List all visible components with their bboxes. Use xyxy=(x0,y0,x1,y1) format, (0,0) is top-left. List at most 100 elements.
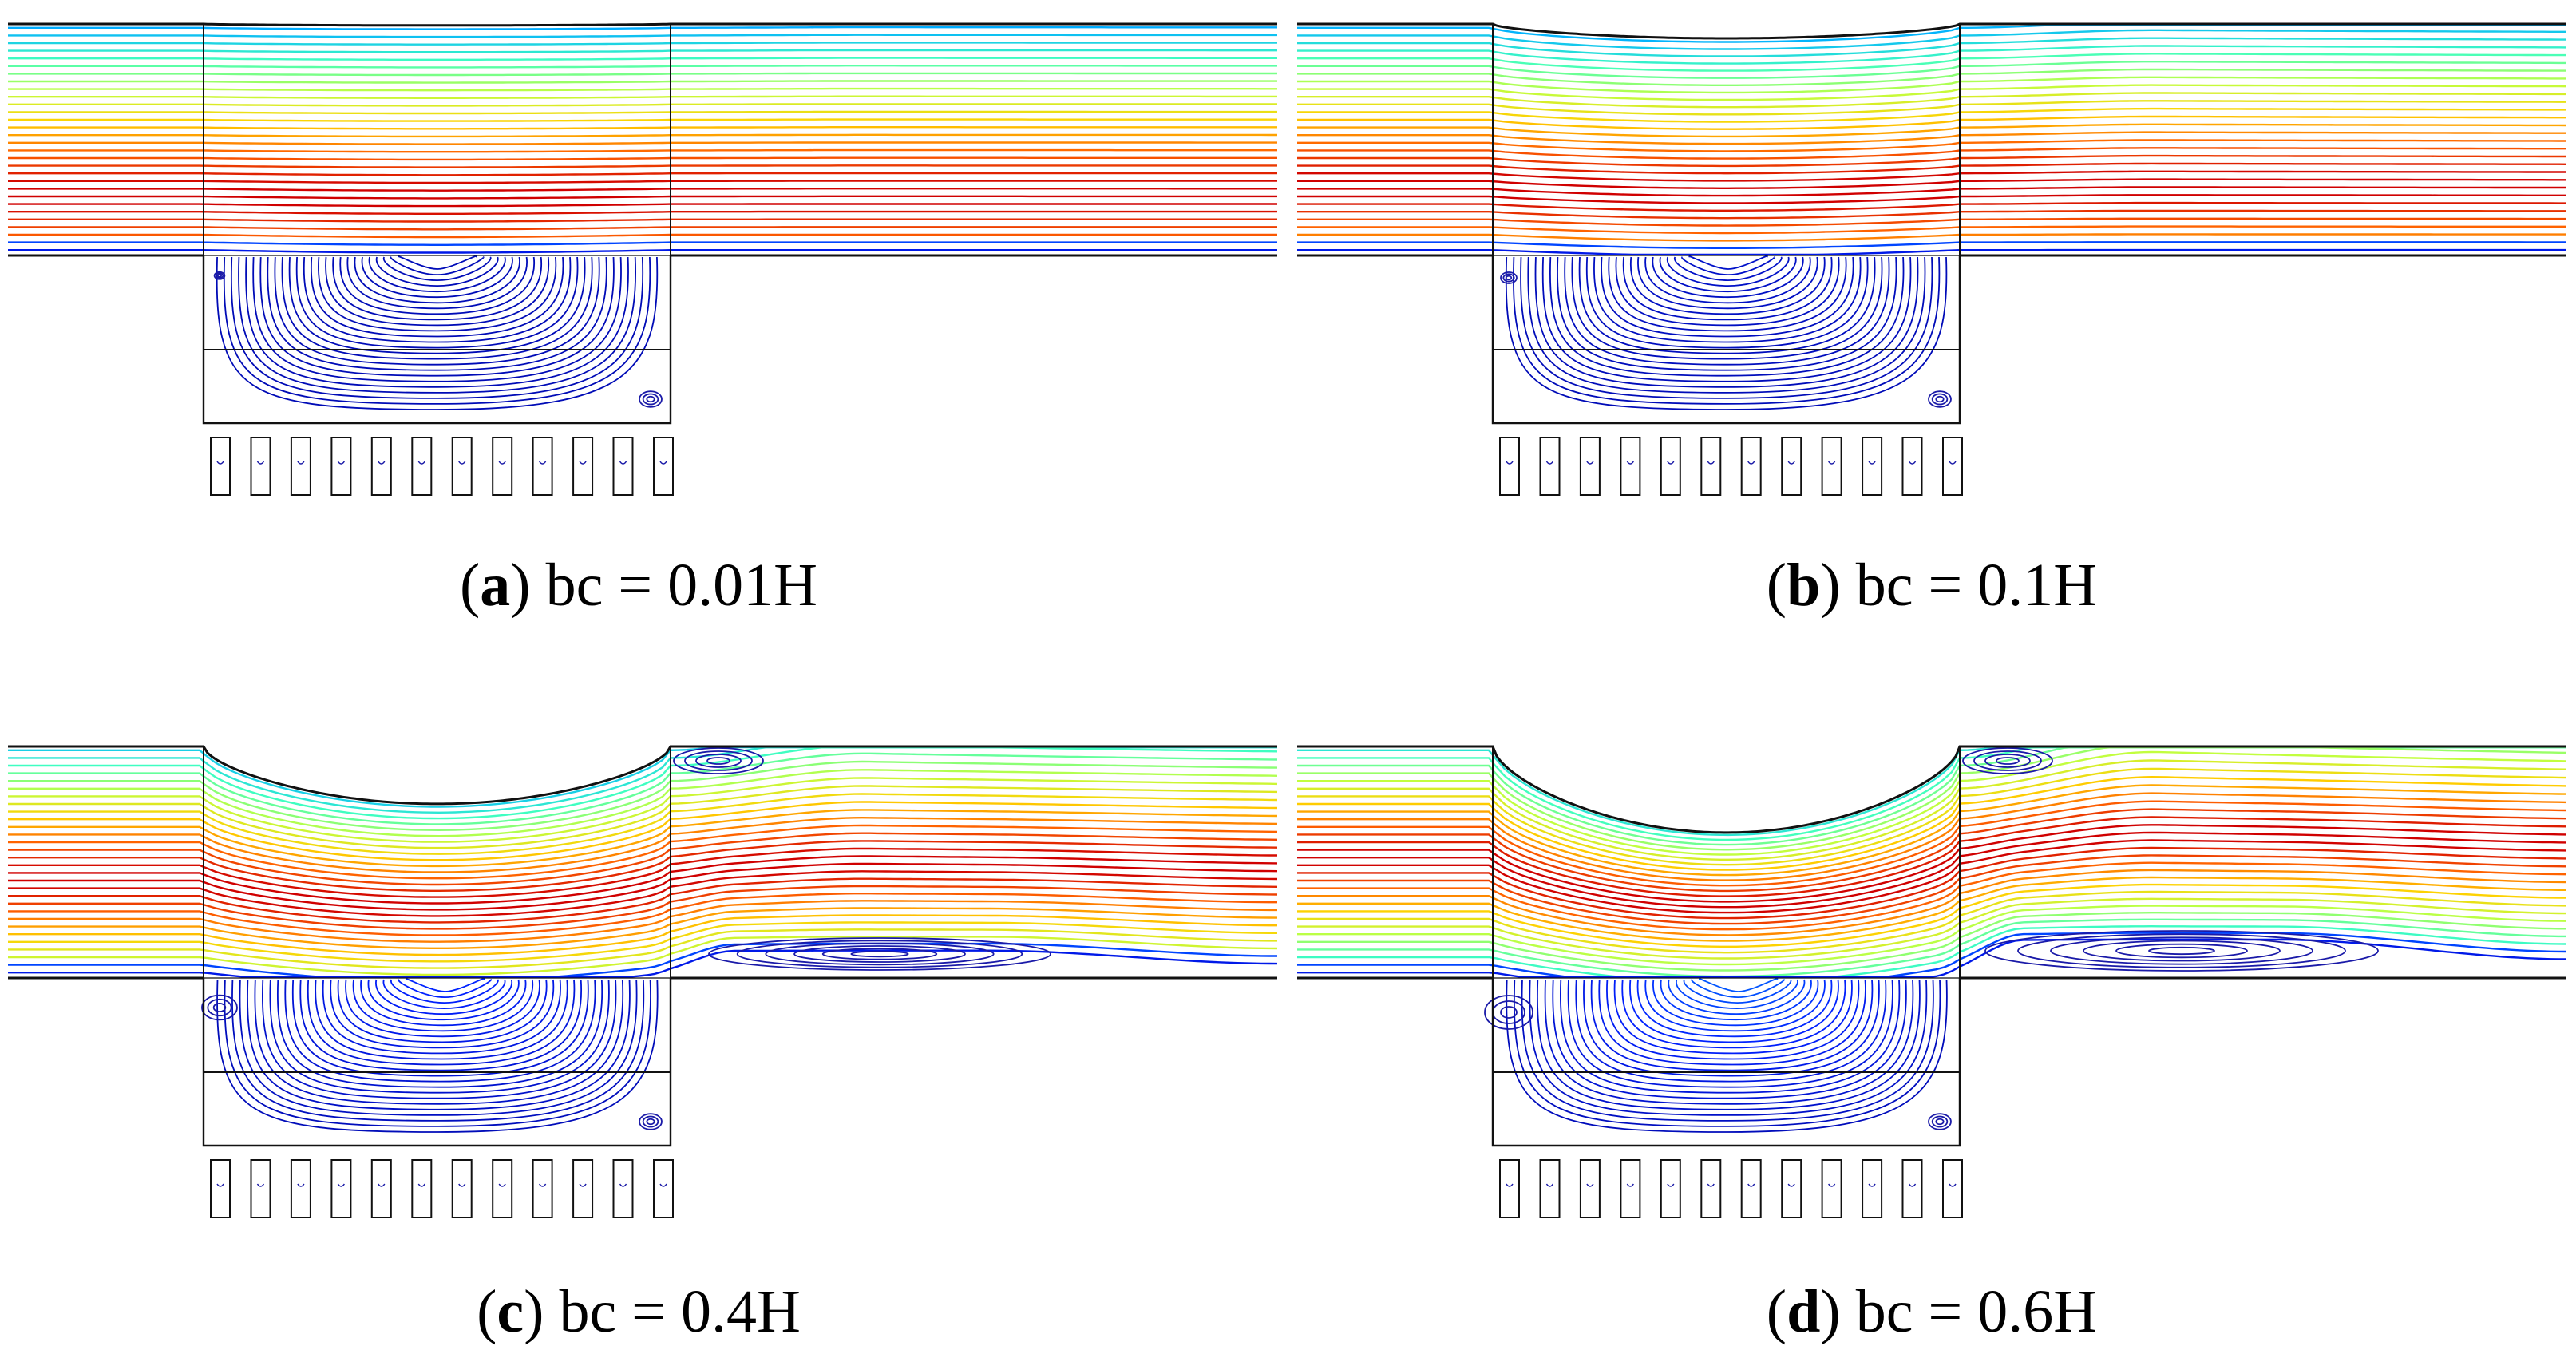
fin-streamline xyxy=(337,1183,345,1187)
cavity-streamline xyxy=(360,979,527,1027)
cavity-streamline xyxy=(406,978,485,992)
wake-loop xyxy=(2083,940,2281,962)
streamline xyxy=(1297,29,2566,50)
fin-streamline xyxy=(1747,461,1755,465)
streamline xyxy=(1297,808,2567,893)
streamline xyxy=(1297,45,2567,65)
streamline xyxy=(8,103,1277,107)
cavity-lines xyxy=(1500,255,1952,410)
geometry-outline xyxy=(1297,745,2566,1218)
streamline xyxy=(8,110,1277,115)
streamline xyxy=(1297,846,2567,920)
cavity-streamline xyxy=(1606,979,1860,1060)
fin-streamline xyxy=(1545,461,1554,465)
fin xyxy=(1821,1159,1842,1218)
cavity-streamline xyxy=(1668,979,1806,1015)
fin-streamline xyxy=(417,1183,425,1187)
free-stream-lines xyxy=(8,26,1277,254)
free-stream-lines xyxy=(1297,23,2567,256)
fin-streamline xyxy=(579,461,587,465)
streamline xyxy=(8,34,1277,38)
streamline xyxy=(1297,831,2567,909)
streamline xyxy=(8,164,1277,168)
fin-streamline xyxy=(1586,1183,1594,1187)
cavity-streamline xyxy=(1688,255,1768,270)
streamline-plot-c xyxy=(8,745,1278,1218)
caption-text: bc = 0.1H xyxy=(1855,552,2098,619)
fin xyxy=(290,437,311,496)
cavity-streamline xyxy=(216,979,659,1133)
streamline xyxy=(1297,854,2567,925)
fin-streamline xyxy=(1787,461,1795,465)
fin-streamline xyxy=(1707,1183,1715,1187)
cavity-streamline xyxy=(330,979,555,1049)
fin-streamline xyxy=(539,461,547,465)
fin-streamline xyxy=(417,461,425,465)
fin xyxy=(1781,437,1802,496)
fin-streamline xyxy=(619,461,627,465)
streamline xyxy=(1297,746,2567,851)
cavity-loop xyxy=(215,272,224,279)
streamline xyxy=(1297,178,2566,189)
cavity-streamline xyxy=(1552,979,1907,1099)
wake-loop xyxy=(2017,933,2346,968)
fin xyxy=(572,437,594,496)
wake-loop xyxy=(2115,943,2248,959)
streamline xyxy=(1297,201,2566,212)
fin xyxy=(1539,1159,1561,1218)
cavity-streamline xyxy=(1608,256,1847,332)
cavity-streamline xyxy=(1636,979,1833,1038)
streamline xyxy=(1297,800,2567,887)
cavity-streamline xyxy=(1699,978,1779,992)
top-wall xyxy=(8,22,1277,27)
streamline xyxy=(1297,92,2566,109)
cavity-box xyxy=(1491,978,1961,1147)
streamline xyxy=(8,148,1277,153)
fin xyxy=(1499,437,1520,496)
top-wall xyxy=(8,745,1277,806)
cavity-streamline xyxy=(303,256,572,343)
fin-streamline xyxy=(216,1183,224,1187)
wake-loop xyxy=(736,940,1023,968)
cavity-streamline xyxy=(1564,256,1890,366)
fin xyxy=(210,437,231,496)
fin-streamline xyxy=(1949,1183,1957,1187)
fin-streamline xyxy=(1747,1183,1755,1187)
cavity-streamline xyxy=(322,979,561,1055)
streamline xyxy=(1297,897,2567,960)
corner-loop xyxy=(695,754,742,768)
cavity-streamline xyxy=(1652,979,1819,1027)
cavity-streamline xyxy=(1601,256,1854,338)
fin xyxy=(492,1159,513,1218)
cavity-streamline xyxy=(315,979,568,1060)
cavity-streamline xyxy=(216,256,659,410)
streamline xyxy=(8,72,1277,77)
cavity-streamline xyxy=(307,979,576,1066)
cavity-streamline xyxy=(1644,256,1811,304)
streamline xyxy=(8,87,1277,92)
fin xyxy=(1499,1159,1520,1218)
fin xyxy=(612,437,634,496)
cavity-streamline xyxy=(352,979,534,1032)
cavity-streamline xyxy=(367,979,520,1021)
cavity-loop xyxy=(1492,1000,1525,1024)
caption-letter: c xyxy=(497,1278,524,1345)
cavity-streamline xyxy=(1659,256,1797,293)
streamline xyxy=(1297,225,2566,235)
streamline xyxy=(8,785,1278,849)
cavity-streamline xyxy=(332,256,543,321)
cavity-loop xyxy=(1505,275,1513,281)
cavity-loop xyxy=(216,273,223,278)
cavity-streamline xyxy=(346,256,528,310)
corner-loop xyxy=(684,750,753,771)
streamline xyxy=(8,832,1278,886)
cavity-streamline xyxy=(1629,979,1839,1043)
cavity-streamline xyxy=(1529,979,1928,1116)
cavity-streamline xyxy=(261,979,617,1099)
fin xyxy=(290,1159,311,1218)
cavity-streamline xyxy=(1549,256,1905,377)
fin-streamline xyxy=(539,1183,547,1187)
streamline xyxy=(8,752,1278,825)
fin xyxy=(1901,437,1923,496)
fin-streamline xyxy=(337,461,345,465)
